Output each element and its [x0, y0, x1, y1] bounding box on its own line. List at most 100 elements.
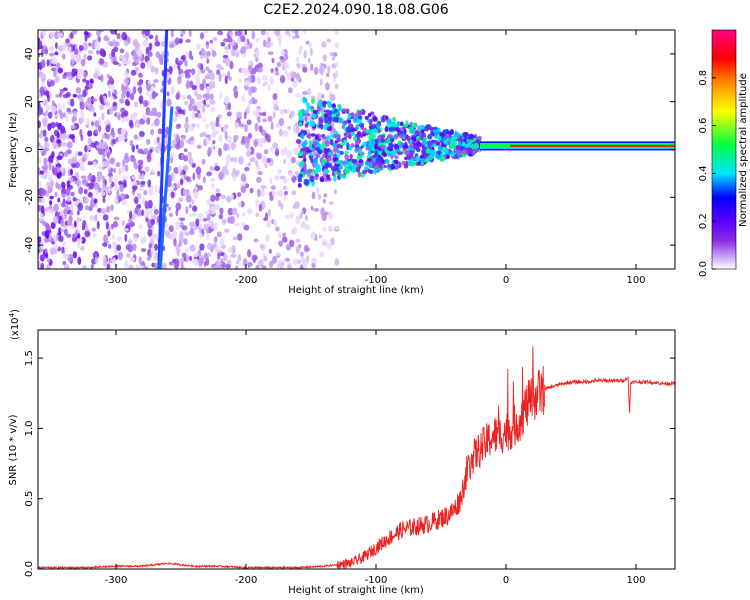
spec-noise-cell: [295, 56, 299, 63]
spec-noise-cell: [148, 42, 153, 51]
spec-noise-cell: [205, 211, 209, 215]
colorbar-ticks: 0.0 0.2 0.4 0.6 0.8: [698, 70, 716, 277]
spec-noise-cell: [51, 56, 58, 65]
spec-y-tick-label: -40: [24, 237, 35, 253]
spec-noise-cell: [66, 180, 71, 188]
spec-noise-cell: [328, 201, 334, 206]
spec-scatter-cell: [356, 117, 363, 124]
spec-noise-cell: [182, 188, 187, 197]
spec-noise-cell: [170, 152, 175, 159]
spec-noise-cell: [209, 71, 216, 81]
spec-scatter-cell: [419, 154, 425, 159]
colorbar-tick-label: 0.2: [698, 213, 709, 229]
spec-scatter-cell: [367, 113, 372, 118]
spec-scatter-cell: [419, 134, 424, 141]
colorbar-tick-label: 0.4: [698, 165, 709, 181]
spec-noise-cell: [175, 208, 179, 217]
spec-noise-cell: [151, 90, 157, 100]
spec-noise-cell: [291, 30, 295, 33]
spec-noise-cell: [83, 30, 89, 36]
spec-noise-cell: [90, 95, 95, 105]
spec-noise-cell: [187, 151, 192, 159]
spec-scatter-cell: [307, 168, 313, 173]
spec-noise-cell: [260, 137, 265, 143]
spec-noise-cell: [256, 153, 262, 160]
spec-noise-cell: [246, 148, 252, 153]
spec-noise-cell: [277, 240, 284, 247]
spec-scatter-cell: [301, 141, 307, 148]
spec-noise-cell: [326, 38, 332, 43]
spec-noise-cell: [105, 124, 111, 133]
spec-noise-cell: [68, 177, 74, 182]
spec-scatter-cell: [323, 168, 328, 174]
spec-noise-cell: [137, 148, 144, 154]
spec-scatter-cell: [327, 102, 332, 109]
spec-noise-cell: [44, 141, 50, 149]
spec-noise-cell: [71, 68, 76, 77]
spec-noise-cell: [38, 236, 42, 243]
spec-noise-cell: [38, 53, 41, 58]
spec-scatter-cell: [332, 166, 339, 171]
spec-noise-cell: [168, 206, 172, 211]
spec-noise-cell: [84, 145, 88, 153]
spec-noise-cell: [53, 69, 57, 78]
spec-noise-cell: [255, 160, 259, 167]
spec-noise-cell: [255, 198, 259, 207]
spec-scatter-cell: [358, 122, 365, 128]
spec-scatter-cell: [427, 141, 433, 146]
spec-noise-cell: [110, 204, 114, 211]
spec-noise-cell: [232, 87, 238, 93]
spec-scatter-cell: [462, 131, 466, 138]
spec-scatter-cell: [370, 139, 376, 146]
spec-scatter-cell: [309, 175, 315, 183]
spec-noise-cell: [320, 207, 325, 216]
spec-noise-cell: [203, 98, 207, 106]
spec-noise-cell: [235, 134, 240, 140]
spec-noise-cell: [210, 194, 216, 203]
spec-noise-cell: [54, 75, 60, 83]
spec-noise-cell: [206, 50, 211, 57]
spec-noise-cell: [263, 255, 268, 261]
spec-scatter-cell: [344, 153, 350, 161]
spec-noise-cell: [168, 225, 174, 232]
spec-noise-cell: [277, 168, 282, 175]
spec-noise-cell: [143, 235, 147, 243]
spec-noise-cell: [66, 195, 71, 203]
spec-noise-cell: [61, 53, 66, 60]
spec-noise-cell: [216, 69, 221, 76]
spec-noise-cell: [278, 38, 282, 47]
spec-noise-cell: [183, 238, 188, 245]
spec-scatter-cell: [324, 162, 329, 169]
spec-noise-cell: [188, 30, 192, 37]
spec-scatter-cell: [357, 171, 362, 178]
spectrogram-x-ticks: -300 -200 -100 0 100: [105, 30, 646, 286]
snr-y-tick-label: 1.5: [24, 350, 35, 366]
spec-noise-cell: [128, 264, 134, 269]
spec-noise-cell: [40, 71, 44, 76]
spec-noise-cell: [129, 139, 134, 147]
spec-noise-cell: [303, 30, 307, 35]
spec-scatter-cell: [322, 158, 328, 164]
spec-noise-cell: [313, 66, 319, 76]
spec-scatter-cell: [398, 133, 405, 139]
spec-y-tick-label: -20: [24, 189, 35, 205]
spec-noise-cell: [223, 143, 228, 152]
spec-noise-cell: [243, 111, 247, 120]
spec-noise-cell: [154, 262, 158, 269]
spec-noise-cell: [160, 41, 166, 47]
spec-scatter-cell: [324, 119, 328, 124]
spec-noise-cell: [232, 236, 238, 241]
spec-scatter-cell: [409, 163, 415, 167]
spec-scatter-cell: [366, 157, 372, 162]
spec-noise-cell: [172, 63, 178, 70]
spec-noise-cell: [237, 156, 244, 165]
spec-noise-cell: [80, 109, 85, 119]
spec-noise-cell: [145, 91, 150, 97]
spec-noise-cell: [189, 244, 196, 252]
spec-scatter-cell: [315, 153, 319, 159]
spec-noise-cell: [166, 98, 172, 107]
spec-noise-cell: [315, 186, 320, 194]
spec-noise-cell: [99, 144, 103, 149]
spec-noise-cell: [215, 122, 220, 127]
spec-scatter-cell: [326, 174, 331, 180]
